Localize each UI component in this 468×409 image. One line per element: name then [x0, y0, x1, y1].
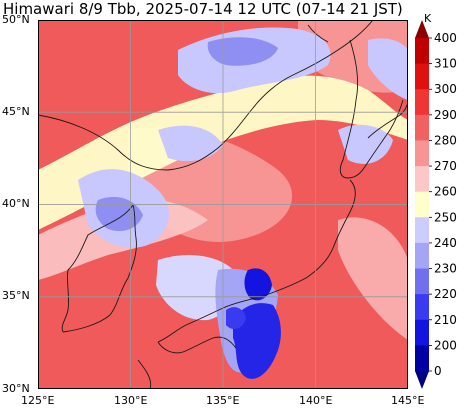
colorbar-label: 310	[434, 57, 457, 71]
colorbar-band	[415, 63, 429, 90]
lon-label-125: 125°E	[21, 394, 55, 407]
colorbar-band	[415, 114, 429, 141]
lat-label-40: 40°N	[2, 197, 30, 210]
lon-label-130: 130°E	[114, 394, 148, 407]
colorbar-band	[415, 38, 429, 65]
map-frame	[38, 20, 408, 389]
map-title: Himawari 8/9 Tbb, 2025-07-14 12 UTC (07-…	[3, 0, 403, 18]
colorbar-label: 280	[434, 133, 457, 147]
colorbar-scale: 400 310 300 290 280 270 260 250 240 230 220 210 200 0	[415, 20, 457, 389]
colorbar-band	[415, 89, 429, 116]
colorbar: K 400 310 300 290 280 270 260 250 240 230 220 210 20…	[412, 13, 468, 395]
cold-area-light	[158, 125, 223, 162]
colorbar-label: 250	[434, 210, 457, 224]
cold-area-medium	[95, 196, 143, 232]
cold-area-light	[338, 124, 393, 164]
colorbar-extend-bottom	[415, 371, 429, 389]
convective-cells	[233, 303, 281, 379]
convective-cells	[244, 268, 272, 301]
lon-label-135: 135°E	[206, 394, 240, 407]
satellite-map	[38, 20, 408, 389]
lat-label-35: 35°N	[2, 289, 30, 302]
colorbar-label: 300	[434, 82, 457, 96]
colorbar-label: 210	[434, 313, 457, 327]
colorbar-label: 200	[434, 338, 457, 352]
colorbar-band	[415, 345, 429, 372]
gridlines	[38, 20, 408, 389]
colorbar-band	[415, 191, 429, 218]
colorbar-band	[415, 140, 429, 167]
colorbar-band	[415, 217, 429, 244]
colorbar-label: 270	[434, 159, 457, 173]
colorbar-label: 220	[434, 287, 457, 301]
lat-label-45: 45°N	[2, 105, 30, 118]
lat-label-30: 30°N	[2, 382, 30, 395]
colorbar-label: 230	[434, 262, 457, 276]
colorbar-extend-top	[415, 20, 429, 38]
colorbar-band	[415, 294, 429, 321]
colorbar-band	[415, 166, 429, 193]
colorbar-label: 240	[434, 236, 457, 250]
colorbar-unit: K	[424, 12, 432, 25]
convective-cells	[226, 307, 246, 330]
colorbar-band	[415, 319, 429, 346]
coastlines	[38, 20, 408, 389]
lat-label-50: 50°N	[2, 13, 30, 26]
lon-label-145: 145°E	[391, 394, 425, 407]
colorbar-label: 290	[434, 108, 457, 122]
warm-patch	[338, 217, 408, 340]
colorbar-label: 0	[434, 364, 442, 378]
cold-area-light	[368, 38, 408, 100]
colorbar-band	[415, 242, 429, 270]
cold-area-medium	[207, 37, 278, 66]
colorbar-label: 400	[434, 31, 457, 45]
lon-label-140: 140°E	[299, 394, 333, 407]
colorbar-label: 260	[434, 185, 457, 199]
colorbar-band	[415, 268, 429, 295]
